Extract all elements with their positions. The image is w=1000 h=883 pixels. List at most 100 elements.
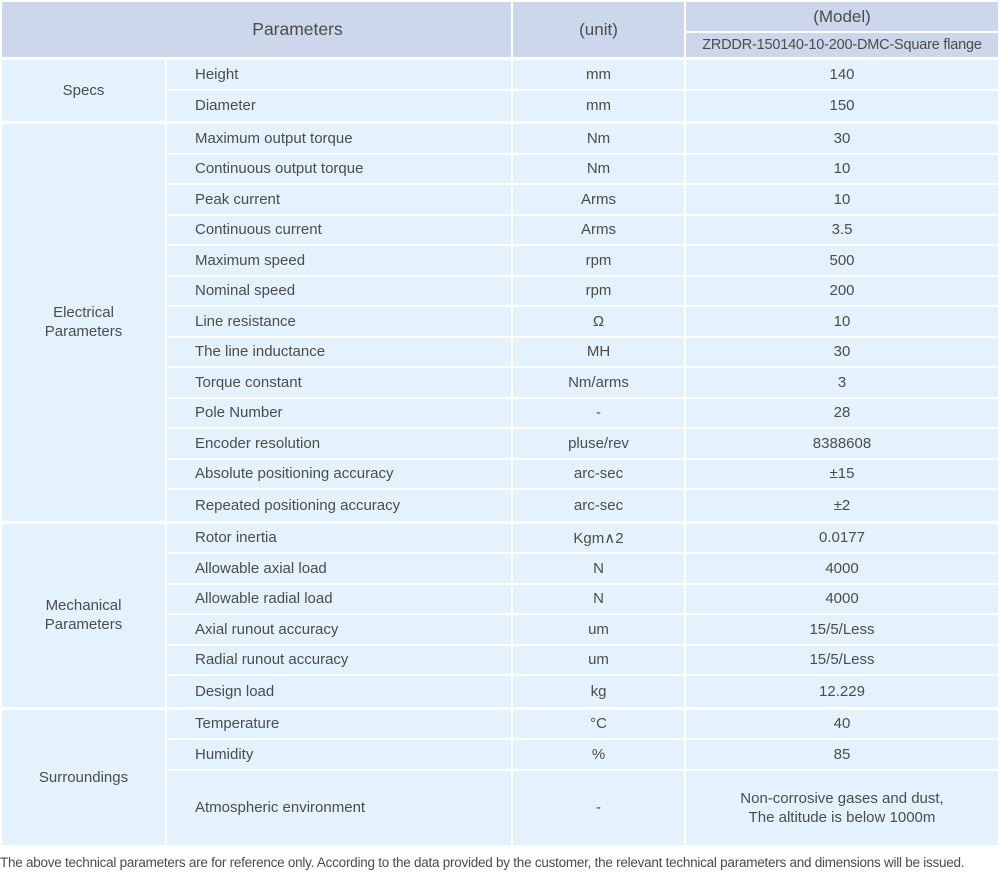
unit-value: pluse/rev: [513, 429, 686, 458]
parameter-name: Pole Number: [167, 398, 513, 427]
table-row: Peak current Arms 10: [167, 185, 998, 216]
model-value: 0.0177: [686, 523, 998, 552]
unit-value: N: [513, 584, 686, 613]
parameter-name: Maximum speed: [167, 246, 513, 275]
parameter-group: Surroundings Temperature °C 40 Humidity% 85 At…: [2, 709, 998, 845]
parameter-name: Radial runout accuracy: [167, 645, 513, 674]
parameter-name: Encoder resolution: [167, 429, 513, 458]
unit-value: -: [513, 398, 686, 427]
parameter-group: Electrical Parameters Maximum output torq…: [2, 124, 998, 524]
table-row: Height mm 140: [167, 60, 998, 91]
model-value: 3.5: [686, 215, 998, 244]
table-row: Continuous output torque Nm 10: [167, 154, 998, 185]
parameter-name: Continuous current: [167, 215, 513, 244]
table-row: Diameter mm 150: [167, 90, 998, 121]
model-value: 4000: [686, 554, 998, 583]
unit-value: kg: [513, 676, 686, 707]
parameter-name: Nominal speed: [167, 276, 513, 305]
parameter-name: Absolute positioning accuracy: [167, 459, 513, 488]
model-value: 15/5/Less: [686, 615, 998, 644]
table-row: Axial runout accuracy um 15/5/Less: [167, 615, 998, 646]
parameter-name: Maximum output torque: [167, 124, 513, 153]
model-value: 10: [686, 154, 998, 183]
unit-value: Kgm∧2: [513, 523, 686, 552]
table-row: Maximum speed rpm 500: [167, 246, 998, 277]
group-rows: Rotor inertia Kgm∧2 0.0177 Allowable axial …: [167, 523, 998, 707]
table-row: Maximum output torque Nm 30: [167, 124, 998, 155]
parameter-name: Height: [167, 60, 513, 89]
unit-value: rpm: [513, 276, 686, 305]
table-header: Parameters (unit) (Model) ZRDDR-150140-1…: [2, 2, 998, 60]
parameter-name: Temperature: [167, 709, 513, 738]
group-rows: Height mm 140 Diameter mm 150: [167, 60, 998, 121]
unit-value: mm: [513, 60, 686, 89]
header-model-value: ZRDDR-150140-10-200-DMC-Square flange: [702, 37, 982, 53]
model-value: 150: [686, 90, 998, 121]
unit-value: Nm: [513, 154, 686, 183]
group-rows: Maximum output torque Nm 30 Continuous outp…: [167, 124, 998, 521]
table-row: Radial runout accuracy um 15/5/Less: [167, 645, 998, 676]
unit-value: rpm: [513, 246, 686, 275]
header-model-column: (Model) ZRDDR-150140-10-200-DMC-Square f…: [686, 2, 998, 57]
parameter-name: Design load: [167, 676, 513, 707]
model-value: 4000: [686, 584, 998, 613]
model-value: 30: [686, 124, 998, 153]
model-value: 500: [686, 246, 998, 275]
table-row: Repeated positioning accuracy arc-sec ±2: [167, 490, 998, 521]
parameter-name: Continuous output torque: [167, 154, 513, 183]
category-cell: Surroundings: [2, 709, 167, 845]
model-value: 200: [686, 276, 998, 305]
parameter-name: The line inductance: [167, 337, 513, 366]
parameter-name: Diameter: [167, 90, 513, 121]
model-value: 12.229: [686, 676, 998, 707]
unit-value: N: [513, 554, 686, 583]
spec-table: Parameters (unit) (Model) ZRDDR-150140-1…: [2, 2, 998, 845]
parameter-name: Allowable radial load: [167, 584, 513, 613]
parameter-name: Rotor inertia: [167, 523, 513, 552]
model-value: 28: [686, 398, 998, 427]
unit-value: Arms: [513, 215, 686, 244]
table-row: Absolute positioning accuracy arc-sec ±15: [167, 459, 998, 490]
table-row: Atmospheric environment - Non-corrosive ga…: [167, 770, 998, 845]
model-value: 10: [686, 307, 998, 336]
table-row: The line inductance MH 30: [167, 337, 998, 368]
table-body: Specs Height mm 140 Diameter mm 150 Electrical …: [2, 60, 998, 845]
parameter-group: Mechanical Parameters Rotor inertia Kgm∧2 0…: [2, 523, 998, 710]
model-value: ±15: [686, 459, 998, 488]
table-row: Torque constant Nm/arms 3: [167, 368, 998, 399]
table-row: Continuous current Arms 3.5: [167, 215, 998, 246]
model-value: 40: [686, 709, 998, 738]
category-cell: Specs: [2, 60, 167, 121]
model-value: 10: [686, 185, 998, 214]
parameter-name: Atmospheric environment: [167, 770, 513, 845]
unit-value: Arms: [513, 185, 686, 214]
table-row: Design load kg 12.229: [167, 676, 998, 707]
parameter-name: Peak current: [167, 185, 513, 214]
unit-value: Ω: [513, 307, 686, 336]
unit-value: arc-sec: [513, 490, 686, 521]
model-value: 85: [686, 740, 998, 769]
header-model-label: (Model): [686, 2, 998, 33]
parameter-name: Allowable axial load: [167, 554, 513, 583]
table-row: Line resistance Ω 10: [167, 307, 998, 338]
model-value: 15/5/Less: [686, 645, 998, 674]
unit-value: um: [513, 645, 686, 674]
parameter-name: Humidity: [167, 740, 513, 769]
table-row: Encoder resolution pluse/rev 8388608: [167, 429, 998, 460]
header-unit: (unit): [513, 2, 686, 57]
header-parameters: Parameters: [2, 2, 513, 57]
group-rows: Temperature °C 40 Humidity% 85 Atmospheric en…: [167, 709, 998, 845]
parameter-name: Repeated positioning accuracy: [167, 490, 513, 521]
unit-value: um: [513, 615, 686, 644]
parameter-name: Axial runout accuracy: [167, 615, 513, 644]
category-cell: Mechanical Parameters: [2, 523, 167, 707]
table-row: Rotor inertia Kgm∧2 0.0177: [167, 523, 998, 554]
unit-value: °C: [513, 709, 686, 738]
table-row: Pole Number -28: [167, 398, 998, 429]
footnote: The above technical parameters are for r…: [0, 855, 965, 870]
model-value: ±2: [686, 490, 998, 521]
category-cell: Electrical Parameters: [2, 124, 167, 521]
model-value: 3: [686, 368, 998, 397]
parameter-name: Torque constant: [167, 368, 513, 397]
unit-value: mm: [513, 90, 686, 121]
